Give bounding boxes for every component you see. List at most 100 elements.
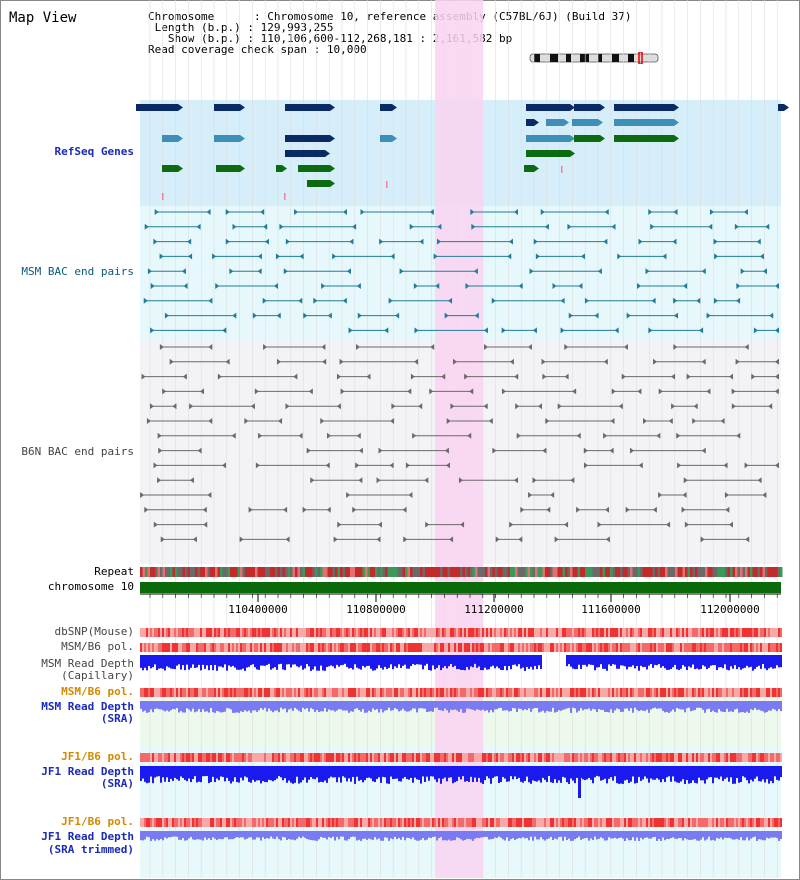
bac-end-marker: [724, 492, 729, 498]
heat-cell: [680, 643, 682, 652]
depth-bar: [428, 701, 430, 712]
track-label-msm-depth-sra[interactable]: MSM Read Depth: [41, 700, 134, 713]
depth-bar: [310, 701, 312, 709]
track-label-repeat[interactable]: Repeat: [94, 565, 134, 578]
heat-cell: [702, 643, 704, 652]
depth-bar: [666, 831, 668, 839]
bac-end-marker: [430, 344, 435, 350]
depth-bar: [140, 766, 142, 781]
heat-cell: [626, 818, 628, 827]
heat-cell: [404, 628, 406, 637]
heat-cell: [646, 753, 648, 762]
heat-cell: [446, 628, 448, 637]
depth-bar: [168, 766, 170, 782]
depth-bar: [140, 701, 142, 709]
track-label-dbsnp[interactable]: dbSNP(Mouse): [54, 625, 134, 638]
track-label-jf1-depth[interactable]: JF1 Read Depth: [41, 765, 134, 778]
heat-cell: [658, 753, 660, 762]
heat-cell: [386, 643, 388, 652]
heat-cell: [478, 643, 480, 652]
bac-end-marker: [637, 283, 642, 289]
heat-cell: [424, 818, 426, 827]
heat-cell: [384, 818, 386, 827]
heat-cell: [312, 818, 314, 827]
heat-cell: [716, 688, 718, 697]
depth-bar: [354, 701, 356, 709]
depth-bar: [520, 655, 522, 669]
depth-bar: [192, 701, 194, 709]
repeat-segment: [645, 567, 648, 577]
heat-cell: [650, 688, 652, 697]
depth-bar: [620, 655, 622, 666]
track-label-jf1-b6-pol-trimmed[interactable]: JF1/B6 pol.: [61, 815, 134, 828]
track-label-msm-bac[interactable]: MSM BAC end pairs: [21, 265, 134, 278]
heat-cell: [150, 643, 152, 652]
heat-cell: [534, 818, 536, 827]
bac-end-marker: [358, 477, 363, 484]
heat-cell: [512, 688, 514, 697]
heat-cell: [278, 818, 280, 827]
depth-bar: [288, 701, 290, 710]
depth-bar: [512, 766, 514, 780]
depth-bar: [280, 831, 282, 841]
depth-bar: [482, 701, 484, 710]
heat-cell: [368, 818, 370, 827]
chromosome-ideogram[interactable]: [528, 52, 660, 64]
depth-bar: [194, 831, 196, 840]
depth-bar: [238, 831, 240, 838]
depth-bar: [682, 655, 684, 666]
heat-cell: [476, 688, 478, 697]
depth-bar: [254, 766, 256, 782]
repeat-segment: [290, 567, 293, 577]
track-label-msm-b6-pol-sra[interactable]: MSM/B6 pol.: [61, 685, 134, 698]
heat-cell: [296, 643, 298, 652]
heat-cell: [260, 688, 262, 697]
track-label-chromosome[interactable]: chromosome 10: [47, 580, 134, 593]
heat-cell: [358, 643, 360, 652]
heat-cell: [402, 643, 404, 652]
heat-cell: [228, 643, 230, 652]
depth-bar: [190, 766, 192, 783]
depth-bar: [366, 831, 368, 840]
heat-cell: [686, 688, 688, 697]
heat-cell: [348, 753, 350, 762]
heat-cell: [524, 818, 526, 827]
heat-cell: [330, 643, 332, 652]
track-label-msm-b6-pol[interactable]: MSM/B6 pol.: [61, 640, 134, 653]
repeat-segment: [552, 567, 555, 577]
depth-bar: [278, 655, 280, 665]
heat-cell: [484, 688, 486, 697]
heat-cell: [454, 643, 456, 652]
bac-end-marker: [379, 238, 384, 245]
heat-cell: [772, 628, 774, 637]
track-label-jf1-depth-trimmed[interactable]: JF1 Read Depth: [41, 830, 134, 843]
depth-bar: [526, 701, 528, 711]
depth-bar: [700, 766, 702, 781]
track-label-msm-depth-capillary[interactable]: MSM Read Depth: [41, 657, 134, 670]
depth-bar: [738, 655, 740, 668]
repeat-segment: [545, 567, 548, 577]
depth-bar: [586, 766, 588, 780]
bac-end-marker: [231, 432, 236, 439]
repeat-segment: [342, 567, 345, 577]
heat-cell: [468, 628, 470, 637]
depth-bar: [420, 655, 422, 665]
depth-bar: [552, 831, 554, 840]
depth-bar: [452, 701, 454, 710]
track-label-jf1-b6-pol[interactable]: JF1/B6 pol.: [61, 750, 134, 763]
depth-bar: [750, 831, 752, 839]
track-label-refseq-genes[interactable]: RefSeq Genes: [54, 145, 134, 158]
bac-end-marker: [603, 238, 608, 245]
depth-bar: [742, 701, 744, 713]
heat-cell: [404, 753, 406, 762]
depth-bar: [506, 766, 508, 782]
track-label-b6n-bac[interactable]: B6N BAC end pairs: [21, 445, 134, 458]
heat-cell: [334, 818, 336, 827]
depth-bar: [390, 766, 392, 777]
heat-cell: [624, 628, 626, 637]
bac-end-marker: [683, 477, 688, 484]
heat-cell: [492, 753, 494, 762]
depth-bar: [620, 831, 622, 838]
heat-cell: [186, 628, 188, 637]
